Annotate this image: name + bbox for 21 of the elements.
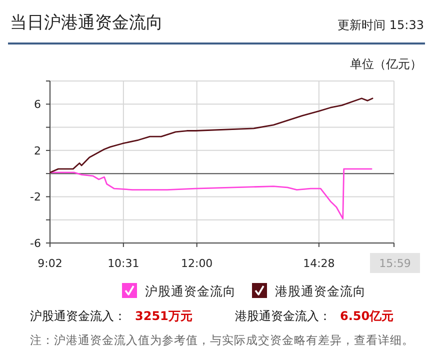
- line-series: [50, 168, 372, 220]
- x-tick-label: 15:59: [379, 257, 411, 270]
- y-tick-label: -2: [30, 190, 41, 204]
- y-axis-title: 单位（亿元）: [350, 57, 422, 71]
- line-series: [50, 98, 374, 174]
- text: 注：沪港通资金流入值为参考值，与实际成交资金略有差异，查看详细。: [30, 333, 414, 347]
- text: 港股通资金流入：: [235, 309, 331, 323]
- x-tick-label: 9:02: [38, 257, 62, 270]
- x-tick-label: 14:28: [303, 257, 335, 270]
- y-tick-label: 6: [34, 98, 41, 112]
- text: 更新时间 15:33: [338, 18, 424, 32]
- text: 沪股通资金流入：: [30, 309, 126, 323]
- y-tick-label: 2: [34, 144, 41, 158]
- x-tick-label: 10:31: [108, 257, 140, 270]
- text: 3251万元: [135, 309, 192, 323]
- legend-label: 港股通资金流向: [275, 284, 366, 298]
- x-tick-label: 12:00: [180, 257, 213, 270]
- y-tick-label: -6: [30, 237, 41, 250]
- legend-label: 沪股通资金流向: [145, 284, 236, 298]
- chart-title: 当日沪港通资金流向: [10, 13, 163, 33]
- text: 6.50亿元: [340, 309, 394, 323]
